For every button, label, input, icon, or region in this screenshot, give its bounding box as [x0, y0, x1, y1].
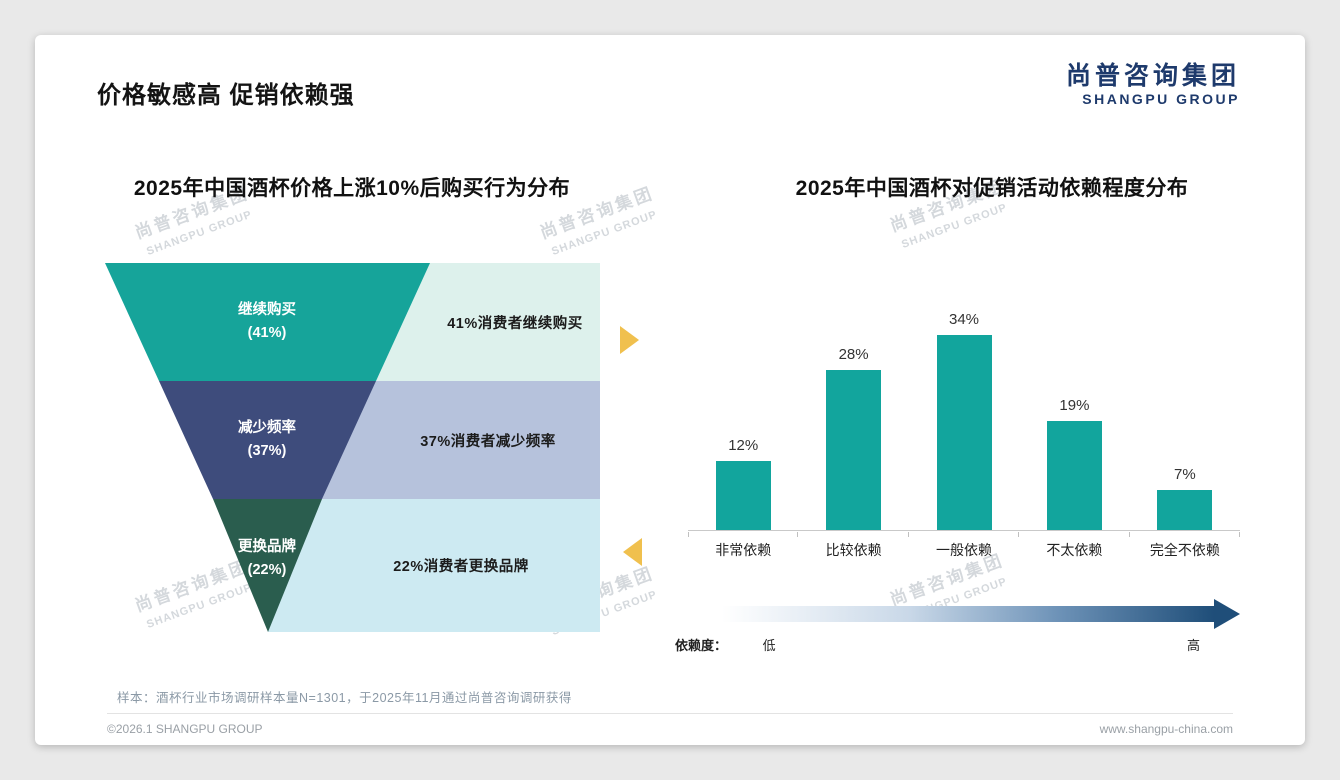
slide-card: 尚普咨询集团 SHANGPU GROUP 尚普咨询集团 SHANGPU GROUP … — [35, 35, 1305, 745]
gradient-bar — [722, 606, 1214, 622]
page-title: 价格敏感高 促销依赖强 — [97, 82, 355, 109]
bar-value-label: 7% — [1173, 465, 1196, 483]
funnel-annotation-box-2 — [322, 381, 600, 499]
bar-group-1: 12% — [688, 301, 798, 530]
bar-value-label: 34% — [949, 311, 980, 329]
dependency-high-label: 高 — [1186, 638, 1200, 653]
bar-group-4: 19% — [1019, 301, 1129, 530]
brand-logo: 尚普咨询集团 SHANGPU GROUP — [1066, 61, 1240, 107]
footer-copyright: ©2026.1 SHANGPU GROUP — [107, 722, 263, 736]
arrow-left-icon — [623, 538, 642, 566]
bar-group-2: 28% — [798, 301, 908, 530]
funnel-stage-label-3: 更换品牌 (22%) — [238, 538, 296, 578]
brand-logo-cn: 尚普咨询集团 — [1065, 62, 1240, 90]
bar-chart-title: 2025年中国酒杯对促销活动依赖程度分布 — [795, 177, 1189, 200]
brand-logo-en: SHANGPU GROUP — [1082, 91, 1240, 107]
funnel-stage-label-1: 继续购买 (41%) — [238, 301, 296, 341]
footer-divider — [107, 713, 1233, 714]
funnel-stage-1 — [105, 263, 430, 381]
funnel-chart: 继续购买 (41%) 减少频率 (37%) 更换品牌 (22%) 41%消费者继… — [105, 263, 600, 632]
funnel-annotation-3: 22%消费者更换品牌 — [393, 559, 529, 575]
funnel-annotation-2: 37%消费者减少频率 — [420, 433, 556, 450]
x-axis-label: 非常依赖 — [688, 532, 799, 558]
x-axis-label: 比较依赖 — [798, 532, 910, 558]
arrow-head-icon — [1214, 599, 1240, 629]
funnel-annotation-1: 41%消费者继续购买 — [447, 315, 583, 332]
bar — [1046, 421, 1102, 530]
arrow-right-icon — [620, 326, 639, 354]
bar-value-label: 19% — [1059, 397, 1090, 415]
bar-value-label: 12% — [728, 437, 759, 455]
bar — [936, 335, 992, 530]
dependency-low-label: 低 — [762, 638, 776, 653]
sample-footnote: 样本：酒杯行业市场调研样本量N=1301，于2025年11月通过尚普咨询调研获得 — [117, 691, 572, 705]
bar — [1157, 489, 1213, 530]
bar — [826, 369, 882, 530]
dependency-gradient-arrow — [722, 599, 1242, 629]
bar-chart-x-axis: 非常依赖 比较依赖 一般依赖 不太依赖 完全不依赖 — [688, 532, 1241, 558]
funnel-chart-title: 2025年中国酒杯价格上涨10%后购买行为分布 — [133, 177, 571, 200]
bar-chart-plot: 12% 28% 34% 19% 7% — [688, 301, 1240, 531]
footer-website: www.shangpu-china.com — [1099, 722, 1233, 736]
dependency-legend: 依赖度： 低 高 — [675, 635, 1240, 655]
dependency-legend-label: 依赖度： — [675, 638, 728, 653]
bar-group-3: 34% — [909, 301, 1019, 530]
funnel-annotation-box-3 — [268, 499, 600, 632]
funnel-stage-label-2: 减少频率 (37%) — [238, 419, 296, 459]
x-axis-label: 一般依赖 — [909, 532, 1020, 558]
bar-value-label: 28% — [838, 345, 869, 363]
x-axis-label: 完全不依赖 — [1130, 532, 1241, 558]
x-axis-label: 不太依赖 — [1019, 532, 1131, 558]
bar-group-5: 7% — [1130, 301, 1240, 530]
bar — [715, 461, 771, 530]
